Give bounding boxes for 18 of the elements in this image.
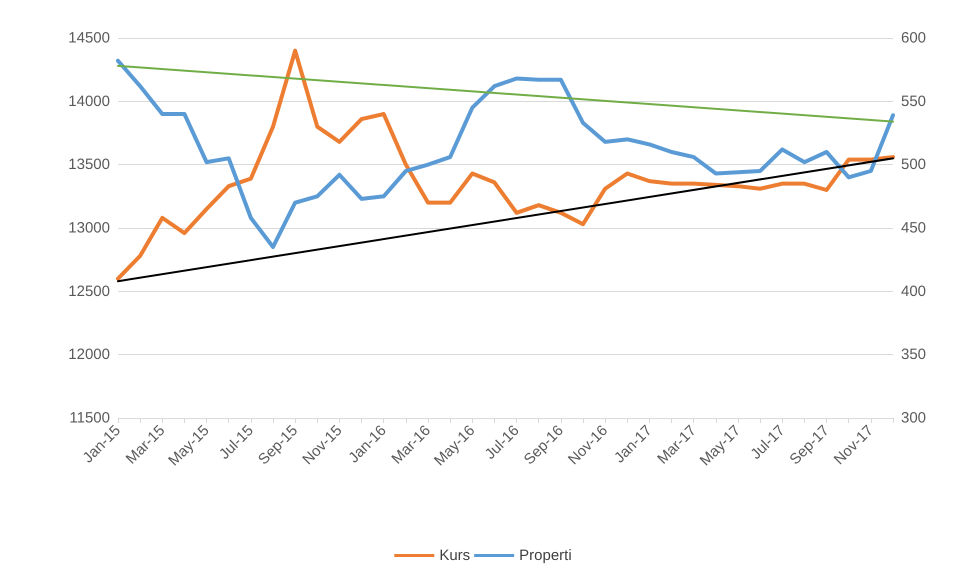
line-series: [116, 58, 895, 249]
y2-tick-label: 500: [901, 156, 926, 174]
y2-tick-label: 350: [901, 346, 926, 364]
y-tick-label: 13500: [68, 156, 110, 174]
legend-label: Properti: [519, 547, 572, 564]
y-tick-label: 13000: [68, 220, 110, 236]
y-tick-label: 12500: [68, 282, 110, 300]
y2-tick-label: 550: [901, 92, 926, 110]
y-tick-label: 11500: [69, 410, 110, 426]
y-tick-label: 14000: [68, 92, 110, 110]
y2-tick-label: 600: [901, 30, 926, 46]
y-tick-label: 12000: [68, 346, 110, 364]
legend-label: Kurs: [439, 547, 470, 564]
y-tick-label: 14500: [68, 30, 110, 46]
y2-tick-label: 450: [901, 220, 926, 236]
y2-tick-label: 300: [901, 410, 926, 426]
line-series: [116, 48, 895, 281]
y2-tick-label: 400: [901, 282, 926, 300]
